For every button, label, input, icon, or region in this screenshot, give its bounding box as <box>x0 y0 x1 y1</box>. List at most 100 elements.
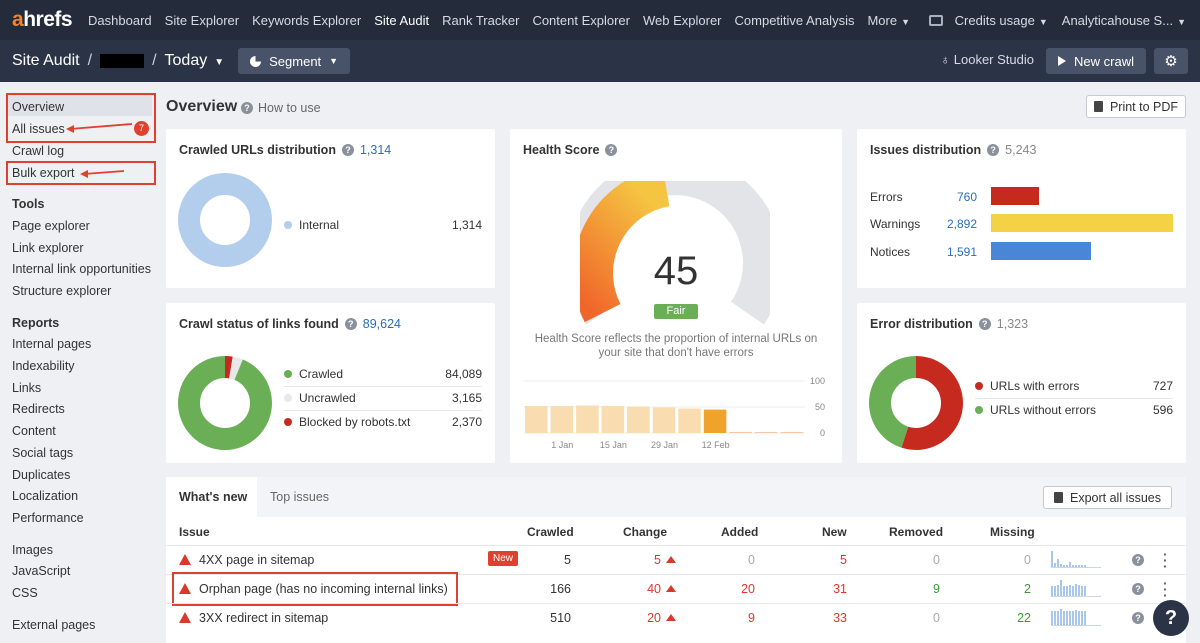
health-bar[interactable] <box>652 407 676 433</box>
change-cell[interactable]: 40 <box>647 582 676 596</box>
issues-warnings-bar[interactable] <box>991 214 1173 232</box>
sidebar-item-external-pages[interactable]: External pages <box>12 618 96 632</box>
export-all-issues-button[interactable]: Export all issues <box>1042 486 1172 509</box>
nav-dashboard[interactable]: Dashboard <box>88 12 152 28</box>
monitor-icon[interactable] <box>928 14 943 26</box>
sidebar-item-internal-link-opportunities[interactable]: Internal link opportunities <box>12 262 151 276</box>
health-bar[interactable] <box>678 408 701 433</box>
health-bar[interactable] <box>576 405 599 433</box>
sidebar-item-images[interactable]: Images <box>12 543 53 557</box>
nav-keywords-explorer[interactable]: Keywords Explorer <box>252 12 362 28</box>
crawled-cell[interactable]: 166 <box>550 582 571 596</box>
sidebar-item-all-issues[interactable]: All issues <box>12 122 65 136</box>
health-bar[interactable] <box>601 405 625 433</box>
nav-site-audit[interactable]: Site Audit <box>374 12 430 28</box>
help-icon[interactable]: ? <box>344 318 357 330</box>
legend-urls-without-errors[interactable]: URLs without errors <box>975 403 1096 417</box>
legend-uncrawled[interactable]: Uncrawled <box>284 391 356 405</box>
tab-whats-new[interactable]: What's new <box>179 490 248 504</box>
sidebar-item-internal-pages[interactable]: Internal pages <box>12 337 92 351</box>
account-menu[interactable]: Analyticahouse S... ▼ <box>1062 13 1186 28</box>
issues-errors-bar[interactable] <box>991 187 1039 205</box>
col-header-issue[interactable]: Issue <box>179 525 210 539</box>
issues-notices-bar[interactable] <box>991 242 1092 260</box>
nav-rank-tracker[interactable]: Rank Tracker <box>442 12 520 28</box>
sidebar-item-redirects[interactable]: Redirects <box>12 402 65 416</box>
col-header-removed[interactable]: Removed <box>889 525 944 539</box>
issues-errors-value[interactable]: 760 <box>956 190 977 204</box>
help-icon[interactable]: ? <box>1132 612 1144 624</box>
col-header-added[interactable]: Added <box>721 525 759 539</box>
health-bar[interactable] <box>729 431 752 433</box>
help-icon[interactable]: ? <box>1132 583 1144 595</box>
more-options-icon[interactable]: ··· <box>1163 546 1168 574</box>
sidebar-item-links[interactable]: Links <box>12 381 42 395</box>
ahrefs-logo[interactable]: ahrefs <box>12 8 73 31</box>
tab-top-issues[interactable]: Top issues <box>270 490 330 504</box>
health-bar[interactable] <box>780 431 803 433</box>
error-distribution-segment-1[interactable] <box>869 356 963 450</box>
added-cell[interactable]: 9 <box>748 611 755 625</box>
crawled-cell[interactable]: 5 <box>564 553 571 567</box>
help-icon[interactable]: ? <box>978 318 991 330</box>
sidebar-item-crawl-log[interactable]: Crawl log <box>12 144 65 158</box>
print-to-pdf-button[interactable]: Print to PDF <box>1086 95 1186 118</box>
health-bar[interactable] <box>550 405 574 433</box>
sidebar-item-page-explorer[interactable]: Page explorer <box>12 219 90 233</box>
sidebar-item-indexability[interactable]: Indexability <box>12 359 75 373</box>
col-header-new[interactable]: New <box>822 525 847 539</box>
crawl-status-count[interactable]: 89,624 <box>362 317 401 331</box>
table-row[interactable]: Orphan page (has no incoming internal li… <box>166 574 1186 603</box>
new-cell[interactable]: 31 <box>833 582 847 596</box>
col-header-crawled[interactable]: Crawled <box>527 525 574 539</box>
issues-notices-value[interactable]: 1,591 <box>946 245 977 259</box>
health-bar[interactable] <box>525 405 548 433</box>
col-header-change[interactable]: Change <box>623 525 668 539</box>
new-cell[interactable]: 33 <box>833 611 847 625</box>
sidebar-item-link-explorer[interactable]: Link explorer <box>12 241 84 255</box>
legend-internal[interactable]: Internal <box>284 218 339 232</box>
health-bar[interactable] <box>703 409 727 433</box>
crawl-selector[interactable]: Today ▼ <box>165 52 225 70</box>
added-cell[interactable]: 0 <box>748 553 755 567</box>
table-row[interactable]: 4XX page in sitemap New 5 5 0 5 0 0 ? · ·… <box>166 545 1186 574</box>
missing-cell[interactable]: 2 <box>1024 582 1031 596</box>
sidebar-item-bulk-export[interactable]: Bulk export <box>12 166 75 180</box>
legend-blocked[interactable]: Blocked by robots.txt <box>284 415 410 429</box>
sidebar-item-duplicates[interactable]: Duplicates <box>12 468 71 482</box>
col-header-missing[interactable]: Missing <box>990 525 1035 539</box>
issue-cell[interactable]: 3XX redirect in sitemap <box>179 611 328 625</box>
legend-crawled[interactable]: Crawled <box>284 367 343 381</box>
missing-cell[interactable]: 0 <box>1024 553 1031 567</box>
change-cell[interactable]: 20 <box>647 611 676 625</box>
new-crawl-button[interactable]: New crawl <box>1046 48 1146 74</box>
sidebar-item-overview[interactable]: Overview <box>12 100 65 114</box>
added-cell[interactable]: 20 <box>741 582 755 596</box>
change-cell[interactable]: 5 <box>654 553 676 567</box>
how-to-use-link[interactable]: ? How to use <box>241 101 321 115</box>
crawl-status-segment-2[interactable] <box>178 356 272 450</box>
settings-button[interactable]: ⚙ <box>1154 48 1188 74</box>
breadcrumb-site-audit[interactable]: Site Audit <box>12 52 80 69</box>
sidebar-item-content[interactable]: Content <box>12 424 56 438</box>
issue-cell[interactable]: 4XX page in sitemap <box>179 553 314 567</box>
looker-studio-link[interactable]: ♁ Looker Studio <box>940 52 1034 67</box>
nav-competitive-analysis[interactable]: Competitive Analysis <box>734 12 855 28</box>
nav-content-explorer[interactable]: Content Explorer <box>532 12 630 28</box>
health-bar[interactable] <box>627 406 650 433</box>
issue-cell[interactable]: Orphan page (has no incoming internal li… <box>179 582 448 596</box>
sidebar-item-css[interactable]: CSS <box>12 586 38 600</box>
segment-button[interactable]: Segment ▼ <box>238 48 351 74</box>
nav-more[interactable]: More ▼ <box>867 13 910 28</box>
nav-site-explorer[interactable]: Site Explorer <box>164 12 240 28</box>
removed-cell[interactable]: 0 <box>933 611 940 625</box>
help-chat-button[interactable]: ? <box>1153 600 1189 636</box>
removed-cell[interactable]: 0 <box>933 553 940 567</box>
sidebar-item-localization[interactable]: Localization <box>12 489 79 503</box>
issues-warnings-value[interactable]: 2,892 <box>946 217 977 231</box>
help-icon[interactable]: ? <box>1132 554 1144 566</box>
crawled-urls-count[interactable]: 1,314 <box>359 143 392 157</box>
table-row[interactable]: 3XX redirect in sitemap 510 20 9 33 0 22… <box>166 603 1186 632</box>
legend-urls-with-errors[interactable]: URLs with errors <box>975 379 1079 393</box>
nav-web-explorer[interactable]: Web Explorer <box>643 12 722 28</box>
